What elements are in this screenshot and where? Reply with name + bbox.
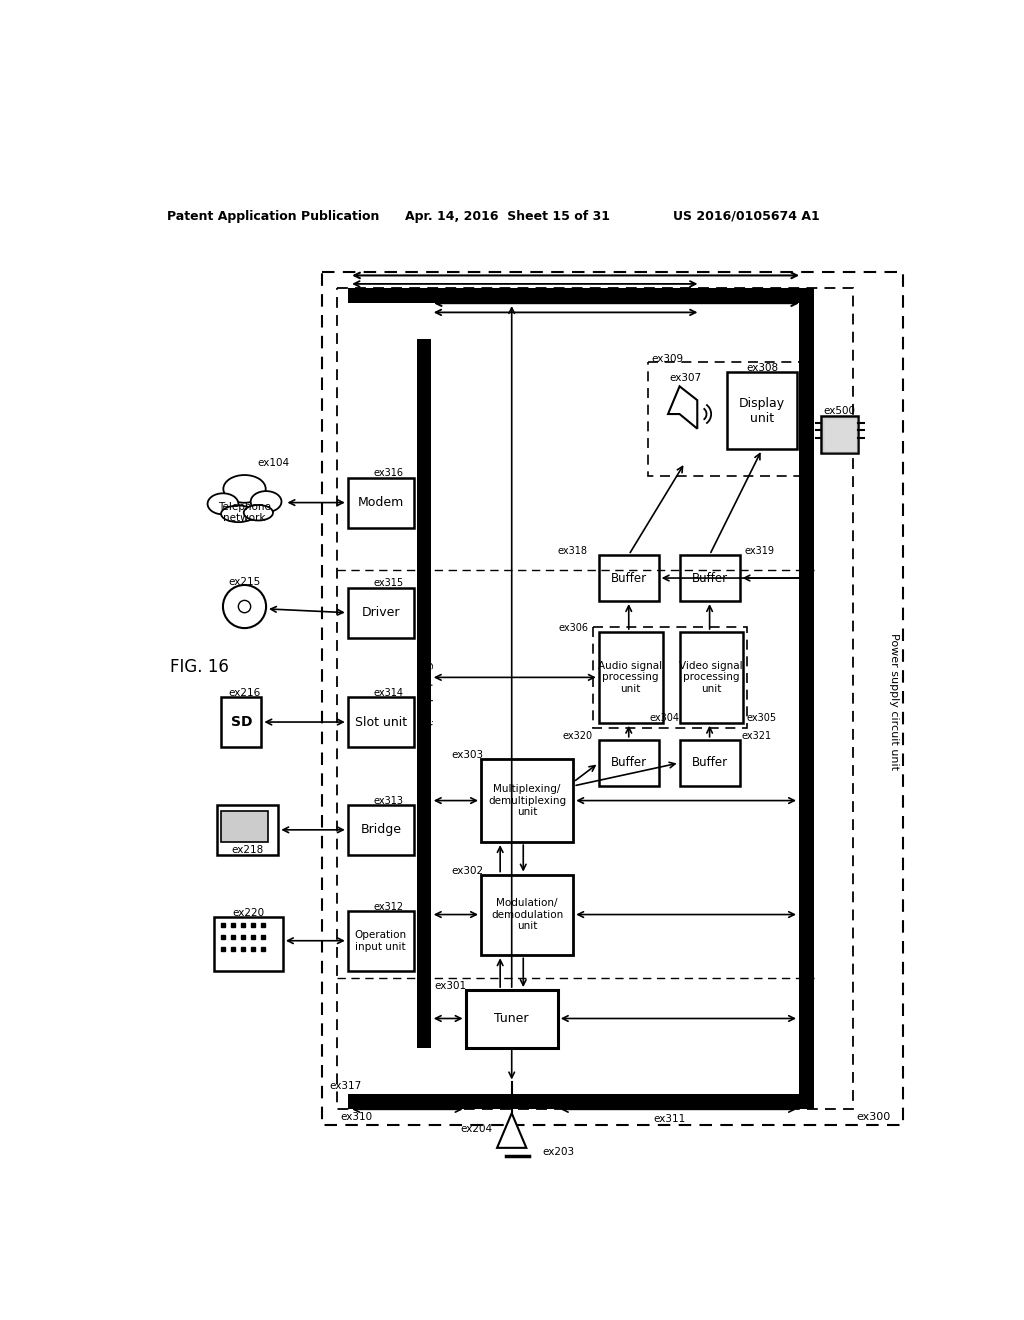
Text: ex307: ex307 — [669, 372, 701, 383]
Text: ex302: ex302 — [451, 866, 483, 875]
Text: ex215: ex215 — [228, 577, 261, 587]
Bar — [217, 805, 279, 855]
Text: FIG. 16: FIG. 16 — [170, 657, 229, 676]
Bar — [680, 739, 739, 785]
Text: ex310: ex310 — [340, 1111, 372, 1122]
Bar — [337, 288, 853, 1109]
Text: ex104: ex104 — [257, 458, 289, 467]
Text: ex204: ex204 — [461, 1123, 493, 1134]
Bar — [348, 805, 414, 855]
Bar — [221, 697, 261, 747]
Bar — [727, 372, 797, 449]
Polygon shape — [497, 1113, 526, 1148]
Bar — [680, 554, 739, 601]
Text: ex500: ex500 — [823, 407, 856, 416]
Text: ex216: ex216 — [228, 688, 261, 698]
Bar — [799, 288, 814, 1109]
Text: ex309: ex309 — [652, 354, 684, 363]
Text: Buffer: Buffer — [691, 756, 728, 770]
Bar — [348, 697, 414, 747]
Text: ex319: ex319 — [744, 546, 774, 556]
Bar — [481, 874, 573, 956]
Text: ex203: ex203 — [543, 1147, 574, 1156]
Text: Patent Application Publication: Patent Application Publication — [167, 210, 379, 223]
Bar — [599, 554, 658, 601]
Bar — [466, 990, 558, 1048]
Bar — [348, 911, 414, 970]
Text: ex300: ex300 — [856, 1111, 891, 1122]
Bar — [680, 632, 743, 723]
Bar — [599, 632, 663, 723]
Bar — [481, 759, 573, 842]
Bar — [348, 1094, 801, 1109]
Text: ex317: ex317 — [330, 1081, 361, 1092]
Bar — [214, 917, 283, 970]
Text: ex316: ex316 — [374, 469, 403, 478]
Bar — [348, 288, 801, 304]
Text: ex311: ex311 — [653, 1114, 686, 1125]
Text: ex303: ex303 — [451, 750, 483, 760]
Text: ex306: ex306 — [559, 623, 589, 634]
Text: Buffer: Buffer — [610, 572, 647, 585]
Text: Audio signal
processing
unit: Audio signal processing unit — [598, 661, 663, 694]
Circle shape — [223, 585, 266, 628]
Bar — [821, 416, 858, 453]
Text: Operation
input unit: Operation input unit — [354, 929, 407, 952]
Text: Modulation/
demodulation
unit: Modulation/ demodulation unit — [490, 898, 563, 931]
Bar — [599, 739, 658, 785]
Bar — [648, 363, 802, 477]
Text: Tuner: Tuner — [495, 1012, 529, 1026]
Text: ex301: ex301 — [434, 981, 466, 991]
Text: ex318: ex318 — [557, 546, 587, 556]
Text: Apr. 14, 2016  Sheet 15 of 31: Apr. 14, 2016 Sheet 15 of 31 — [406, 210, 610, 223]
Bar — [593, 627, 746, 729]
Text: ex218: ex218 — [231, 845, 264, 855]
Text: Display
unit: Display unit — [739, 397, 785, 425]
Bar — [348, 478, 414, 528]
Text: ex312: ex312 — [374, 902, 403, 912]
Text: Video signal
processing
unit: Video signal processing unit — [679, 661, 743, 694]
Text: Modem: Modem — [357, 496, 403, 510]
Ellipse shape — [208, 494, 239, 515]
Text: Telephone
network: Telephone network — [218, 502, 271, 524]
Text: ex305: ex305 — [746, 713, 776, 723]
Polygon shape — [668, 387, 697, 429]
Text: ex220: ex220 — [232, 908, 264, 917]
Ellipse shape — [244, 506, 273, 520]
Text: Buffer: Buffer — [691, 572, 728, 585]
Ellipse shape — [221, 506, 256, 523]
Text: ex314: ex314 — [374, 688, 403, 698]
Text: ex308: ex308 — [745, 363, 778, 372]
Polygon shape — [823, 418, 857, 451]
Text: Driver: Driver — [361, 606, 400, 619]
Bar — [221, 812, 267, 842]
Text: ex321: ex321 — [741, 731, 771, 741]
Text: Slot unit: Slot unit — [354, 715, 407, 729]
Ellipse shape — [223, 475, 265, 503]
Text: US 2016/0105674 A1: US 2016/0105674 A1 — [673, 210, 820, 223]
Text: SD: SD — [230, 715, 252, 729]
Text: Multiplexing/
demultiplexing
unit: Multiplexing/ demultiplexing unit — [488, 784, 566, 817]
Text: Control unit: Control unit — [422, 661, 432, 726]
Ellipse shape — [251, 491, 282, 512]
Circle shape — [239, 601, 251, 612]
Text: ex320: ex320 — [562, 731, 593, 741]
Text: ex315: ex315 — [374, 578, 403, 589]
Text: ex304: ex304 — [649, 713, 679, 723]
Bar — [348, 589, 414, 638]
Text: ex313: ex313 — [374, 796, 403, 805]
Text: Power supply circuit unit: Power supply circuit unit — [890, 632, 899, 770]
Text: Buffer: Buffer — [610, 756, 647, 770]
Bar — [322, 272, 903, 1125]
Text: Bridge: Bridge — [360, 824, 401, 837]
Bar — [417, 339, 431, 1048]
